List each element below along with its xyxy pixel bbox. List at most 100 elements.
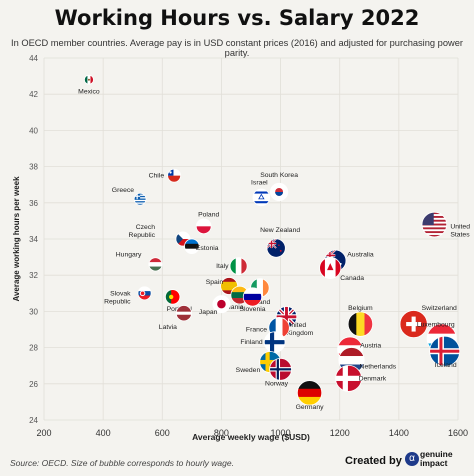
- iceland-flag-icon: [429, 336, 460, 367]
- bubble-slovakia: [137, 286, 152, 301]
- x-tick-label: 1000: [271, 428, 291, 438]
- bubble-finland: [263, 331, 286, 353]
- point-label: Belgium: [348, 305, 373, 312]
- point-label: Slovak Republic: [104, 290, 131, 305]
- japan-flag-icon: [212, 295, 230, 313]
- x-tick-label: 600: [155, 428, 170, 438]
- genuine-impact-logo-icon: α: [405, 452, 419, 466]
- hungary-flag-icon: [148, 257, 163, 271]
- estonia-flag-icon: [184, 238, 200, 254]
- bubble-denmark: [335, 364, 363, 392]
- bubble-belgium: [347, 311, 374, 337]
- bubble-outline: [319, 256, 342, 280]
- denmark-flag-icon: [335, 365, 362, 392]
- point-label: Israel: [251, 179, 268, 186]
- source-note: Source: OECD. Size of bubble corresponds…: [10, 458, 234, 468]
- bubble-newzealand: [266, 238, 286, 258]
- point-label: Hungary: [116, 251, 142, 258]
- point-label: Norway: [265, 380, 289, 387]
- point-label: Latvia: [159, 324, 177, 331]
- y-tick-label: 28: [29, 344, 38, 353]
- y-tick-label: 24: [29, 416, 38, 425]
- y-axis-label: Average working hours per week: [12, 176, 21, 302]
- bubble-germany: [296, 380, 323, 406]
- chile-flag-icon: [167, 169, 181, 183]
- greece-flag-icon: [134, 193, 147, 206]
- latvia-flag-icon: [176, 305, 192, 321]
- southkorea-flag-icon: [270, 183, 288, 201]
- point-label: South Korea: [260, 172, 298, 179]
- bubble-outline: [266, 238, 286, 258]
- point-label: Iceland: [435, 362, 457, 369]
- bubble-outline: [347, 311, 374, 337]
- bubble-estonia: [184, 238, 200, 254]
- usa-flag-icon: [421, 212, 447, 237]
- x-tick-label: 1200: [330, 428, 350, 438]
- bubble-mexico: [83, 74, 94, 85]
- bubble-outline: [269, 182, 289, 202]
- newzealand-flag-icon: [266, 238, 286, 258]
- bubble-outline: [399, 310, 428, 339]
- germany-flag-icon: [297, 380, 322, 406]
- point-label: Netherlands: [360, 363, 397, 370]
- point-label: Spain: [206, 279, 224, 286]
- x-tick-label: 200: [36, 428, 51, 438]
- bubble-slovenia: [242, 287, 263, 307]
- bubble-outline: [133, 192, 147, 206]
- chart-subtitle: In OECD member countries. Average pay is…: [11, 38, 463, 58]
- point-label: United Kingdom: [286, 322, 313, 337]
- bubble-italy: [229, 257, 248, 276]
- bubble-outline: [242, 287, 263, 307]
- point-label: New Zealand: [260, 227, 300, 234]
- point-label: France: [246, 327, 267, 334]
- bubble-usa: [421, 211, 448, 238]
- italy-flag-icon: [230, 257, 248, 275]
- y-tick-label: 30: [29, 307, 38, 316]
- point-label: Australia: [347, 252, 374, 259]
- point-label: Sweden: [236, 367, 261, 374]
- bubble-outline: [252, 188, 271, 207]
- y-tick-label: 36: [29, 199, 38, 208]
- lithuania-flag-icon: [230, 286, 249, 304]
- bubble-israel: [252, 188, 271, 207]
- point-label: Greece: [112, 187, 135, 194]
- x-tick-label: 1400: [389, 428, 409, 438]
- point-label: Italy: [216, 263, 229, 270]
- bubble-spain: [220, 277, 239, 295]
- bubble-portugal: [164, 289, 181, 305]
- canada-flag-icon: [319, 257, 341, 279]
- y-tick-label: 38: [29, 163, 38, 172]
- slovenia-flag-icon: [243, 287, 262, 307]
- poland-flag-icon: [196, 218, 212, 234]
- point-label: Germany: [296, 404, 325, 411]
- france-flag-icon: [268, 317, 290, 338]
- norway-flag-icon: [269, 358, 292, 381]
- point-label: Japan: [199, 309, 218, 316]
- finland-flag-icon: [264, 331, 286, 353]
- belgium-flag-icon: [348, 311, 373, 337]
- point-label: Denmark: [359, 375, 387, 382]
- bubble-outline: [164, 289, 181, 305]
- bubble-outline: [175, 305, 192, 322]
- mexico-flag-icon: [84, 75, 94, 85]
- y-tick-label: 34: [29, 235, 38, 244]
- point-label: Lithuania: [216, 304, 244, 311]
- x-axis-label: Average weekly wage ($USD): [192, 432, 310, 442]
- bubble-greece: [133, 192, 147, 206]
- bubble-outline: [148, 257, 163, 272]
- bubble-southkorea: [269, 182, 289, 202]
- bubble-outline: [137, 286, 152, 301]
- y-tick-label: 42: [29, 90, 38, 99]
- point-label: United States: [450, 224, 470, 239]
- bubble-chile: [167, 168, 182, 183]
- bubble-outline: [212, 295, 231, 314]
- bubble-outline: [421, 211, 448, 238]
- point-label: Austria: [360, 342, 381, 349]
- point-label: Czech Republic: [129, 224, 156, 239]
- brand-line-1: genuine: [420, 449, 453, 459]
- bubble-poland: [195, 218, 212, 235]
- bubble-outline: [429, 335, 461, 367]
- chart-title: Working Hours vs. Salary 2022: [54, 6, 420, 30]
- point-label: Switzerland: [422, 305, 457, 312]
